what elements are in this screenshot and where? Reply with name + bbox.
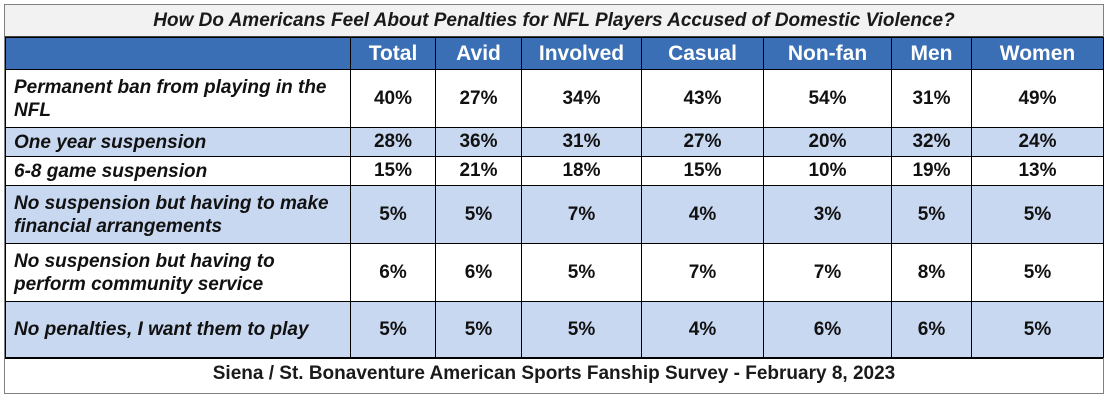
row-label: No penalties, I want them to play	[5, 301, 351, 358]
results-table: Total Avid Involved Casual Non-fan Men W…	[5, 37, 1104, 358]
table-cell: 27%	[641, 127, 764, 157]
table-cell: 6%	[350, 243, 436, 302]
table-cell: 5%	[521, 243, 642, 302]
table-cell: 34%	[521, 69, 642, 128]
source-footer: Siena / St. Bonaventure American Sports …	[5, 358, 1103, 389]
table-cell: 3%	[763, 185, 892, 244]
table-cell: 5%	[971, 185, 1104, 244]
column-header: Non-fan	[763, 37, 892, 70]
column-header: Total	[350, 37, 436, 70]
table-cell: 40%	[350, 69, 436, 128]
table-cell: 31%	[521, 127, 642, 157]
header-row: Total Avid Involved Casual Non-fan Men W…	[5, 37, 1104, 70]
table-cell: 19%	[891, 156, 972, 186]
row-label: One year suspension	[5, 127, 351, 157]
table-row: 6-8 game suspension 15% 21% 18% 15% 10% …	[5, 156, 1104, 186]
header-corner-cell	[5, 37, 351, 70]
table-title: How Do Americans Feel About Penalties fo…	[5, 5, 1103, 37]
column-header: Involved	[521, 37, 642, 70]
table-cell: 5%	[521, 301, 642, 358]
table-row: Permanent ban from playing in the NFL 40…	[5, 69, 1104, 128]
row-label: No suspension but having to make financi…	[5, 185, 351, 244]
column-header: Avid	[435, 37, 522, 70]
table-cell: 15%	[641, 156, 764, 186]
table-cell: 6%	[891, 301, 972, 358]
table-cell: 6%	[763, 301, 892, 358]
row-label: Permanent ban from playing in the NFL	[5, 69, 351, 128]
table-cell: 5%	[435, 185, 522, 244]
table-cell: 8%	[891, 243, 972, 302]
table-cell: 4%	[641, 185, 764, 244]
table-cell: 28%	[350, 127, 436, 157]
table-cell: 7%	[641, 243, 764, 302]
table-cell: 13%	[971, 156, 1104, 186]
table-cell: 15%	[350, 156, 436, 186]
row-label: No suspension but having to perform comm…	[5, 243, 351, 302]
table-cell: 43%	[641, 69, 764, 128]
table-cell: 36%	[435, 127, 522, 157]
table-cell: 5%	[971, 301, 1104, 358]
table-cell: 27%	[435, 69, 522, 128]
table-cell: 18%	[521, 156, 642, 186]
table-cell: 5%	[350, 301, 436, 358]
table-cell: 31%	[891, 69, 972, 128]
table-cell: 4%	[641, 301, 764, 358]
table-row: No suspension but having to perform comm…	[5, 243, 1104, 302]
table-cell: 5%	[435, 301, 522, 358]
row-label: 6-8 game suspension	[5, 156, 351, 186]
table-cell: 7%	[763, 243, 892, 302]
table-cell: 10%	[763, 156, 892, 186]
table-cell: 6%	[435, 243, 522, 302]
table-row: No penalties, I want them to play 5% 5% …	[5, 301, 1104, 358]
table-cell: 49%	[971, 69, 1104, 128]
table-row: No suspension but having to make financi…	[5, 185, 1104, 244]
table-cell: 5%	[891, 185, 972, 244]
survey-table-panel: How Do Americans Feel About Penalties fo…	[4, 4, 1104, 394]
table-cell: 5%	[350, 185, 436, 244]
table-cell: 5%	[971, 243, 1104, 302]
table-cell: 7%	[521, 185, 642, 244]
table-cell: 32%	[891, 127, 972, 157]
table-cell: 54%	[763, 69, 892, 128]
column-header: Casual	[641, 37, 764, 70]
column-header: Women	[971, 37, 1104, 70]
table-cell: 24%	[971, 127, 1104, 157]
table-row: One year suspension 28% 36% 31% 27% 20% …	[5, 127, 1104, 157]
column-header: Men	[891, 37, 972, 70]
table-cell: 21%	[435, 156, 522, 186]
table-cell: 20%	[763, 127, 892, 157]
